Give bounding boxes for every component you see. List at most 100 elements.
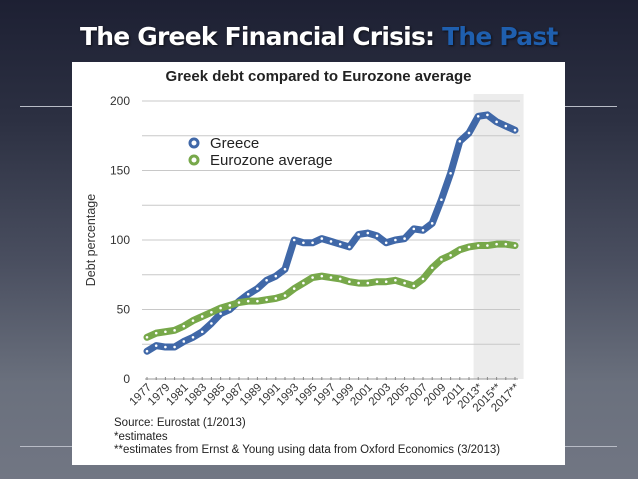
data-point bbox=[384, 280, 388, 283]
data-point bbox=[366, 281, 370, 285]
data-point bbox=[210, 322, 213, 325]
data-point bbox=[348, 280, 351, 283]
data-point bbox=[338, 242, 342, 246]
data-point bbox=[329, 240, 333, 243]
data-point bbox=[292, 238, 296, 242]
source-note: Source: Eurostat (1/2013) bbox=[114, 417, 246, 429]
data-point bbox=[357, 281, 360, 285]
data-point bbox=[495, 120, 498, 124]
chart-panel: Greek debt compared to Eurozone average … bbox=[72, 62, 565, 465]
data-point bbox=[219, 312, 222, 315]
legend-eurozone-marker-icon bbox=[188, 154, 200, 166]
data-point bbox=[375, 280, 379, 283]
data-point bbox=[283, 294, 287, 297]
data-point bbox=[182, 340, 186, 343]
data-point bbox=[210, 310, 213, 314]
eurozone-series-line bbox=[143, 240, 519, 341]
data-point bbox=[145, 349, 149, 353]
divider-line-bottom-left bbox=[20, 446, 72, 447]
slide-title: The Greek Financial Crisis: The Past bbox=[80, 22, 558, 51]
y-tick-label: 150 bbox=[110, 164, 130, 178]
data-point bbox=[237, 301, 241, 304]
data-point bbox=[394, 279, 397, 282]
y-tick-label: 100 bbox=[110, 233, 130, 247]
data-point bbox=[476, 244, 480, 247]
data-point bbox=[403, 281, 406, 285]
data-point bbox=[394, 238, 397, 242]
data-point bbox=[182, 324, 186, 328]
data-point bbox=[274, 274, 278, 278]
legend-eurozone-label: Eurozone average bbox=[210, 152, 333, 169]
data-point bbox=[440, 258, 443, 261]
data-point bbox=[504, 242, 508, 246]
data-point bbox=[320, 274, 324, 278]
data-point bbox=[200, 330, 204, 334]
legend-greece-label: Greece bbox=[210, 135, 259, 152]
data-point bbox=[191, 319, 195, 322]
data-point bbox=[164, 345, 167, 349]
data-point bbox=[173, 345, 176, 349]
data-point bbox=[513, 128, 517, 132]
legend-greece-marker-icon bbox=[188, 137, 200, 149]
chart-title: Greek debt compared to Eurozone average bbox=[165, 68, 472, 85]
data-point bbox=[467, 245, 471, 249]
chart-notes: Source: Eurostat (1/2013) *estimates **e… bbox=[114, 417, 500, 458]
data-point bbox=[228, 304, 232, 307]
data-point bbox=[292, 287, 296, 290]
data-point bbox=[329, 276, 333, 279]
data-point bbox=[274, 297, 278, 300]
y-tick-label: 50 bbox=[117, 303, 131, 317]
data-point bbox=[265, 279, 268, 282]
data-point bbox=[246, 292, 250, 296]
y-axis-label: Debt percentage bbox=[84, 194, 98, 286]
data-point bbox=[256, 287, 259, 290]
data-point bbox=[513, 244, 517, 247]
data-point bbox=[246, 299, 250, 303]
data-point bbox=[154, 344, 158, 347]
data-point bbox=[486, 244, 489, 247]
data-point bbox=[449, 253, 452, 257]
data-point bbox=[302, 281, 305, 285]
data-point bbox=[164, 330, 167, 334]
estimates-note: *estimates bbox=[114, 430, 168, 443]
data-point bbox=[421, 277, 425, 281]
data-point bbox=[430, 266, 434, 270]
data-point bbox=[191, 336, 195, 339]
data-point bbox=[154, 331, 158, 335]
data-point bbox=[348, 245, 351, 249]
data-point bbox=[412, 227, 416, 231]
data-point bbox=[219, 306, 222, 310]
data-point bbox=[302, 241, 305, 245]
data-point bbox=[311, 241, 314, 245]
data-point bbox=[256, 299, 259, 303]
data-point bbox=[200, 315, 204, 318]
data-point bbox=[375, 234, 379, 238]
y-tick-label: 0 bbox=[123, 372, 130, 386]
divider-line-top-left bbox=[20, 106, 72, 107]
data-point bbox=[338, 277, 342, 281]
data-point bbox=[504, 124, 508, 128]
data-point bbox=[421, 228, 425, 232]
ernst-young-note: **estimates from Ernst & Young using dat… bbox=[114, 444, 501, 456]
data-point bbox=[412, 284, 416, 288]
data-point bbox=[265, 298, 268, 302]
slide-title-accent: The Past bbox=[442, 22, 558, 51]
data-point bbox=[467, 131, 471, 135]
data-point bbox=[366, 231, 370, 235]
divider-line-top-right bbox=[565, 106, 617, 107]
data-point bbox=[311, 276, 314, 279]
data-point bbox=[458, 140, 462, 143]
data-point bbox=[357, 233, 360, 236]
data-point bbox=[173, 329, 176, 332]
data-point bbox=[458, 248, 462, 252]
data-point bbox=[320, 237, 324, 240]
estimates-shaded-region bbox=[473, 94, 524, 380]
divider-line-bottom-right bbox=[565, 446, 617, 447]
data-point bbox=[486, 113, 489, 117]
slide-title-main: The Greek Financial Crisis: bbox=[80, 22, 443, 51]
y-tick-label: 200 bbox=[110, 94, 130, 108]
data-point bbox=[430, 222, 434, 225]
data-point bbox=[440, 198, 443, 201]
data-point bbox=[495, 242, 498, 246]
